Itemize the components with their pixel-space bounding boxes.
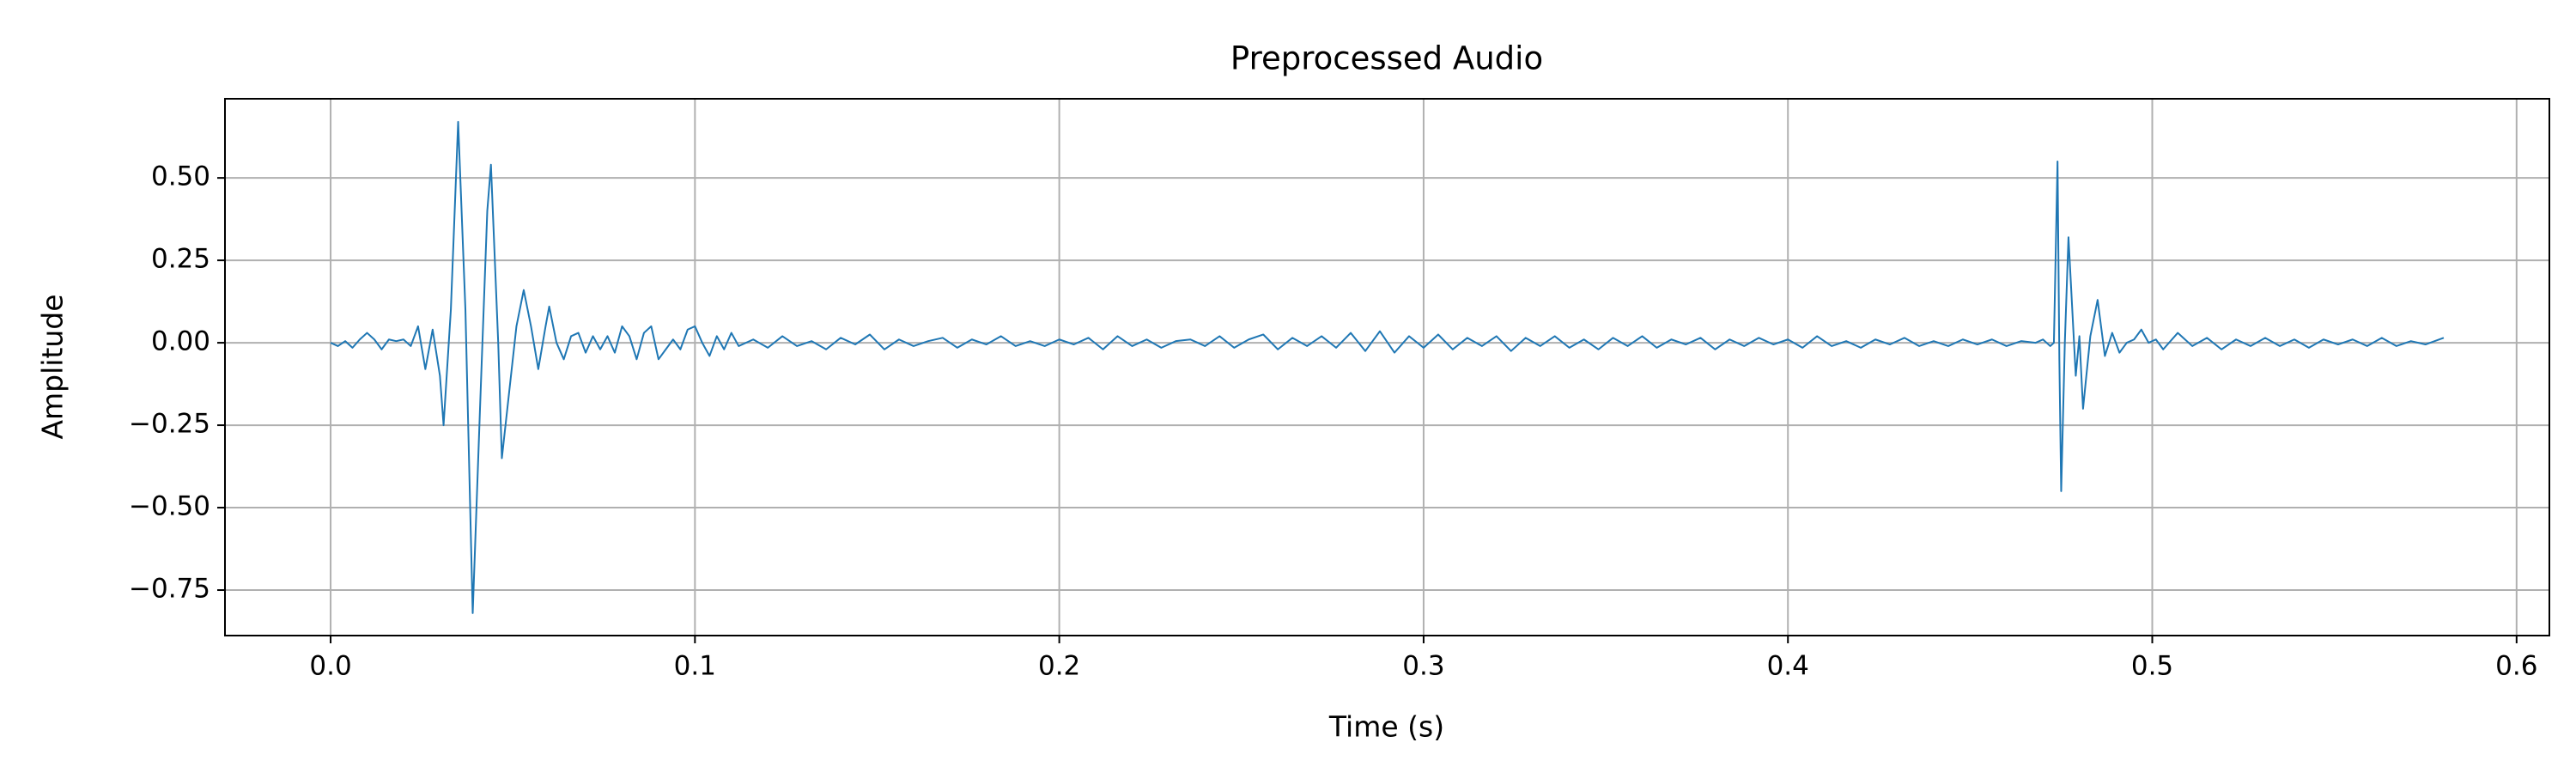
plot-frame [224,98,2550,636]
y-tick-label: −0.50 [129,491,210,522]
x-tick-label: 0.3 [1402,651,1444,682]
y-tick-label: 0.50 [151,161,210,192]
y-tick-label: 0.25 [151,244,210,275]
y-tick-label: −0.25 [129,409,210,440]
y-tick-label: 0.00 [151,326,210,357]
x-axis-label: Time (s) [1328,710,1444,744]
x-tick-label: 0.5 [2131,651,2173,682]
waveform-line [330,120,2445,614]
y-tick-label: −0.75 [129,574,210,605]
chart-title: Preprocessed Audio [1230,40,1543,77]
x-tick-label: 0.0 [309,651,351,682]
y-axis-label: Amplitude [36,294,70,439]
x-tick-label: 0.1 [674,651,716,682]
x-tick-label: 0.6 [2495,651,2537,682]
x-tick-label: 0.4 [1767,651,1809,682]
x-tick-label: 0.2 [1038,651,1080,682]
